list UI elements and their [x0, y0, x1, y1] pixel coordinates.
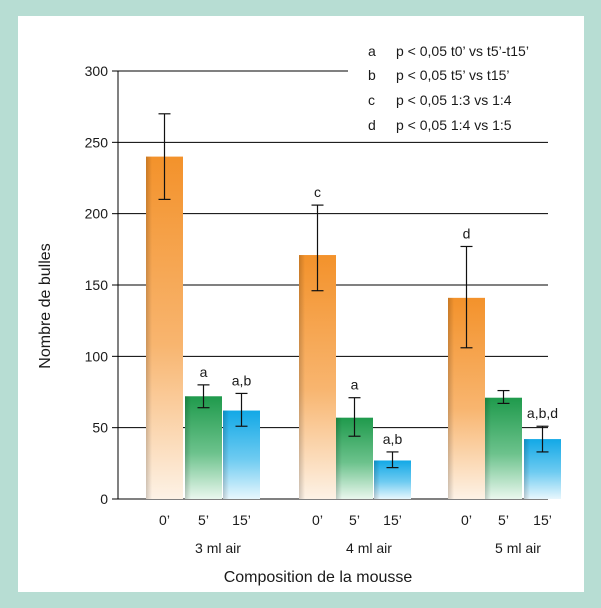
legend: a p < 0,05 t0’ vs t5’-t15’ b p < 0,05 t5…	[368, 43, 529, 133]
bar-shade	[223, 410, 229, 499]
significance-label: a	[351, 377, 359, 393]
bar-shade	[374, 460, 380, 499]
axes: 0 50 100 150 200 250 300 0’ 5’ 15’ 3 ml air 0’ 5’ 15’…	[85, 63, 552, 556]
legend-key-a: a	[368, 43, 376, 59]
legend-key-b: b	[368, 67, 376, 83]
significance-label: c	[314, 184, 321, 200]
y-tick-label-150: 150	[85, 277, 109, 293]
y-tick-label-300: 300	[85, 63, 109, 79]
y-tick-label-200: 200	[85, 206, 109, 222]
x-tick-label: 15’	[533, 512, 552, 528]
bar-shade	[185, 396, 191, 499]
legend-text-a: p < 0,05 t0’ vs t5’-t15’	[396, 43, 529, 59]
y-tick-label-0: 0	[100, 491, 108, 507]
group-label-2: 4 ml air	[346, 540, 392, 556]
y-tick-label-50: 50	[92, 420, 108, 436]
legend-key-d: d	[368, 117, 376, 133]
group-label-3: 5 ml air	[495, 540, 541, 556]
x-tick-label: 0’	[312, 512, 323, 528]
bar-shade	[485, 397, 491, 499]
bar-shade	[336, 417, 342, 499]
legend-key-c: c	[368, 92, 375, 108]
bar-shade	[146, 156, 152, 499]
x-tick-label: 0’	[461, 512, 472, 528]
bar-1-5	[185, 396, 222, 499]
significance-label: a	[200, 364, 208, 380]
x-tick-label: 15’	[232, 512, 251, 528]
legend-text-b: p < 0,05 t5’ vs t15’	[396, 67, 510, 83]
significance-label: a,b	[383, 431, 403, 447]
bar-shade	[299, 255, 305, 499]
y-tick-label-100: 100	[85, 348, 109, 364]
x-tick-label: 0’	[159, 512, 170, 528]
significance-label: a,b,d	[527, 405, 558, 421]
legend-text-d: p < 0,05 1:4 vs 1:5	[396, 117, 512, 133]
y-axis-title: Nombre de bulles	[37, 243, 54, 368]
significance-label: d	[463, 225, 471, 241]
legend-text-c: p < 0,05 1:3 vs 1:4	[396, 92, 512, 108]
figure-panel: a a,b c a a,b d a,b,d 0 50 100 150 200 250 300 0’ 5’ 15…	[18, 16, 584, 592]
bar-2-0	[299, 255, 336, 499]
x-tick-label: 15’	[383, 512, 402, 528]
y-tick-label-250: 250	[85, 134, 109, 150]
bar-3-5	[485, 397, 522, 499]
x-axis-title: Composition de la mousse	[224, 569, 413, 586]
bar-chart: a a,b c a a,b d a,b,d 0 50 100 150 200 250 300 0’ 5’ 15…	[37, 43, 561, 586]
x-tick-label: 5’	[498, 512, 509, 528]
bars: a a,b c a a,b d a,b,d	[146, 113, 561, 499]
bar-shade	[524, 439, 530, 499]
significance-label: a,b	[232, 372, 252, 388]
x-tick-label: 5’	[198, 512, 209, 528]
x-tick-label: 5’	[349, 512, 360, 528]
bar-shade	[448, 297, 454, 499]
bar-1-0	[146, 156, 183, 499]
group-label-1: 3 ml air	[195, 540, 241, 556]
